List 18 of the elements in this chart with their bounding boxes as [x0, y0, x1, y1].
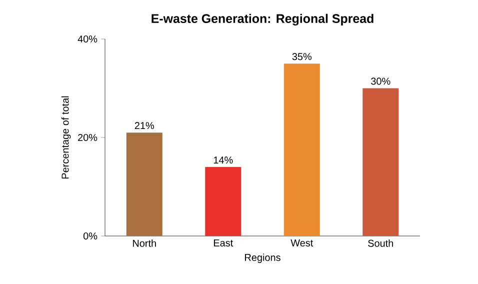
bar [284, 64, 320, 236]
y-tick-label: 0% [83, 232, 98, 240]
y-tick-label: 20% [78, 134, 98, 142]
x-axis-title: Regions [245, 254, 280, 263]
data-label: 35% [292, 53, 312, 60]
y-axis-title: Percentage of total [61, 96, 71, 179]
x-tick-label: North [133, 240, 156, 247]
data-label: 21% [134, 122, 154, 130]
bar [205, 167, 242, 236]
y-tick-label: 40% [78, 35, 98, 43]
data-label: 14% [214, 156, 233, 164]
data-label: 30% [371, 78, 390, 85]
x-tick-label: South [368, 240, 393, 247]
bar [126, 132, 162, 236]
bar [362, 88, 399, 236]
x-tick-label: East [214, 240, 234, 246]
x-tick-label: West [290, 240, 314, 246]
chart-title: E-waste Generation: Regional Spread [152, 14, 374, 26]
